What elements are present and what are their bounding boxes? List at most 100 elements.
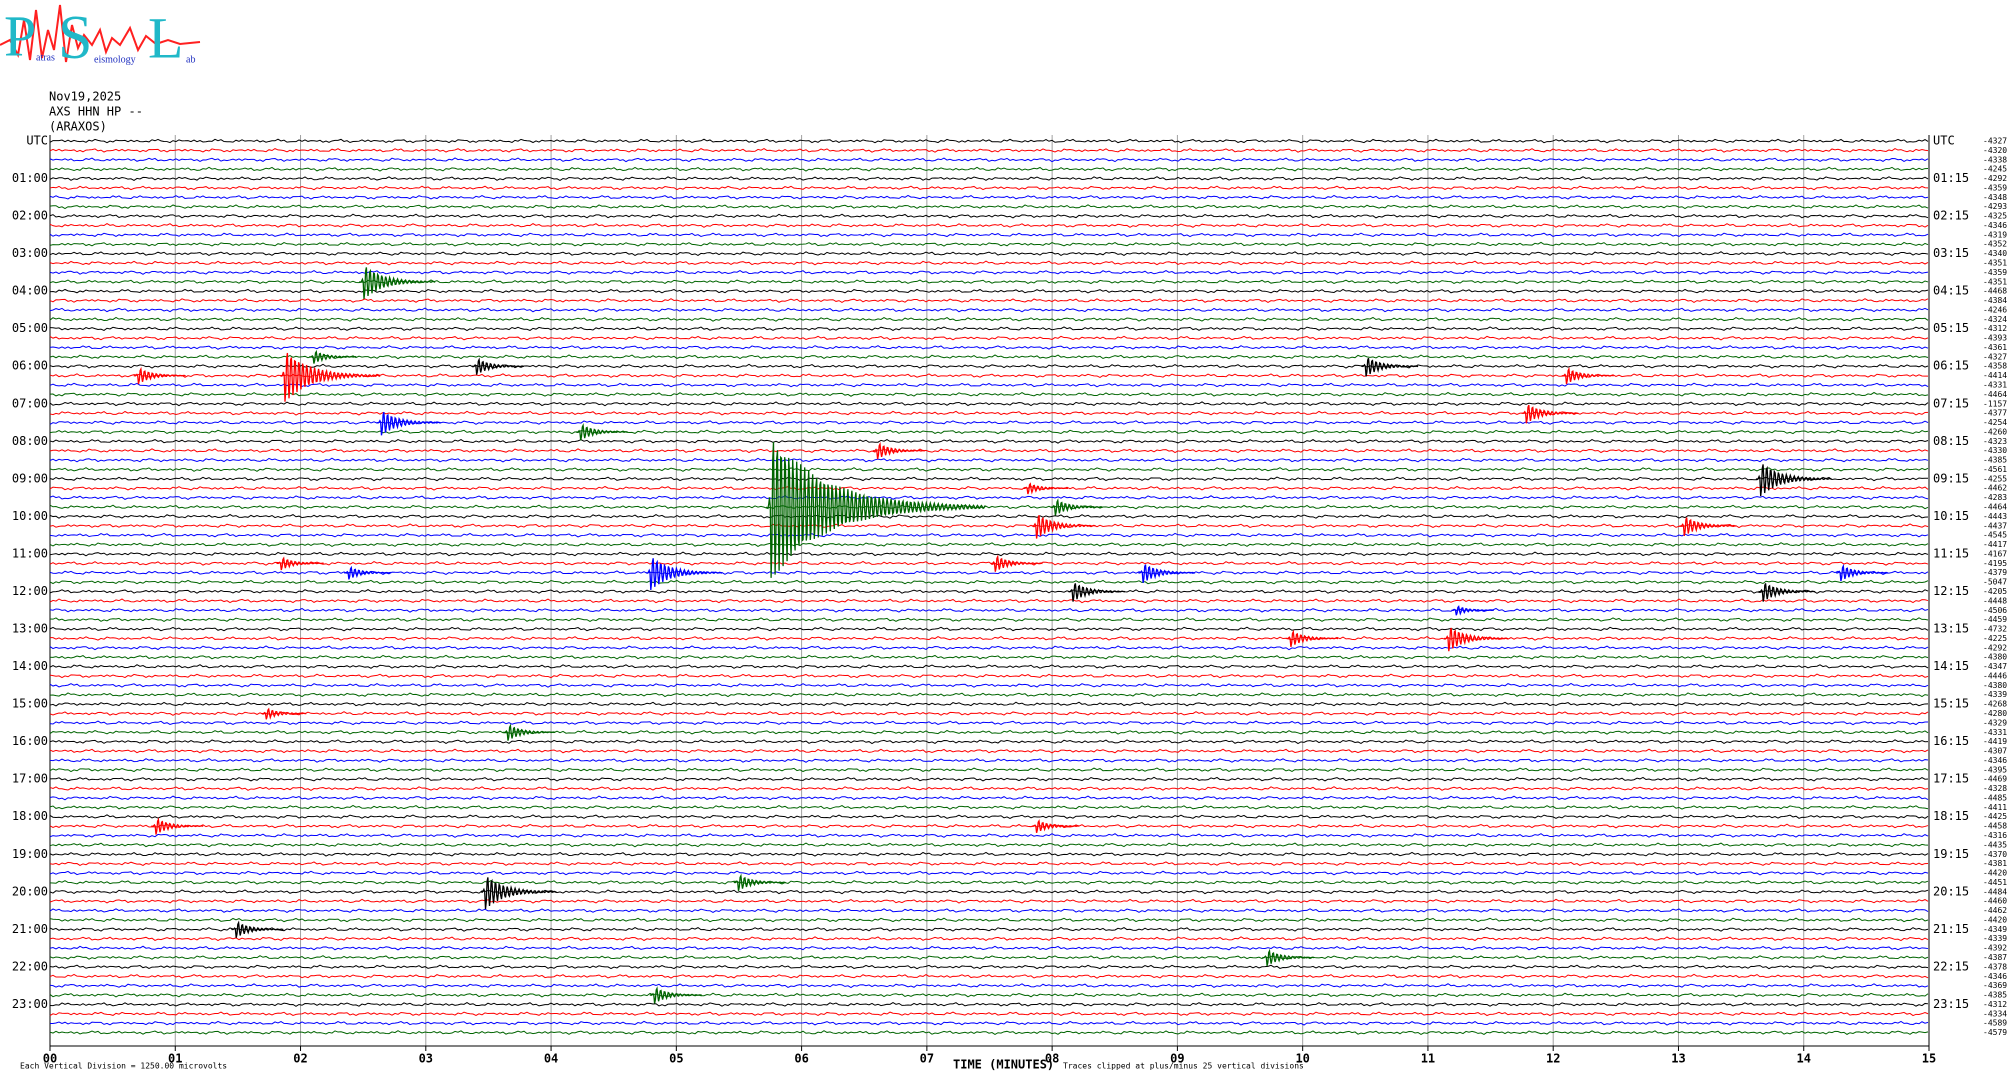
right-time-label: UTC xyxy=(1933,134,1955,148)
seismic-event xyxy=(765,442,986,578)
x-tick-label: 05 xyxy=(669,1052,683,1066)
x-axis-title: TIME (MINUTES) xyxy=(953,1058,1054,1072)
x-tick-label: 06 xyxy=(794,1052,808,1066)
left-time-label: 04:00 xyxy=(12,284,48,298)
offset-label: -1157 xyxy=(1983,399,2007,408)
trace xyxy=(49,438,1929,444)
offset-label: -4260 xyxy=(1983,427,2007,436)
trace xyxy=(49,758,1929,763)
trace xyxy=(49,363,1929,369)
offset-label: -4339 xyxy=(1983,934,2007,943)
left-time-label: UTC xyxy=(26,134,48,148)
offset-label: -4316 xyxy=(1983,831,2007,840)
left-time-label: 05:00 xyxy=(12,321,48,335)
right-time-label: 03:15 xyxy=(1933,246,1969,260)
offset-label: -4458 xyxy=(1983,822,2007,831)
offset-label: -4484 xyxy=(1983,887,2007,896)
left-time-label: 10:00 xyxy=(12,509,48,523)
trace xyxy=(49,523,1929,529)
logo-letter: P xyxy=(4,3,36,68)
trace xyxy=(49,391,1929,397)
x-tick-label: 03 xyxy=(419,1052,433,1066)
trace xyxy=(49,926,1929,932)
right-time-label: 14:15 xyxy=(1933,659,1969,673)
offset-label: -4379 xyxy=(1983,568,2007,577)
offset-label: -4437 xyxy=(1983,521,2007,530)
seismic-event xyxy=(376,411,441,436)
offset-label: -4459 xyxy=(1983,615,2007,624)
left-time-label: 21:00 xyxy=(12,922,48,936)
trace xyxy=(49,673,1929,679)
trace xyxy=(49,204,1929,210)
offset-label: -4380 xyxy=(1983,681,2007,690)
trace xyxy=(49,645,1929,651)
seismic-event xyxy=(1286,629,1339,647)
right-time-label: 04:15 xyxy=(1933,284,1969,298)
trace xyxy=(49,307,1929,313)
trace xyxy=(49,1011,1929,1017)
trace xyxy=(49,316,1929,322)
trace xyxy=(49,1030,1929,1036)
offset-label: -4420 xyxy=(1983,915,2007,924)
trace xyxy=(49,269,1929,275)
trace xyxy=(49,148,1929,153)
right-time-label: 06:15 xyxy=(1933,359,1969,373)
seismic-event xyxy=(480,877,557,910)
seismic-event xyxy=(279,352,381,402)
x-tick-label: 12 xyxy=(1546,1052,1560,1066)
offset-label: -4205 xyxy=(1983,587,2007,596)
offset-label: -4225 xyxy=(1983,634,2007,643)
trace xyxy=(49,729,1929,735)
offset-label: -4561 xyxy=(1983,465,2007,474)
right-time-label: 12:15 xyxy=(1933,584,1969,598)
seismic-event xyxy=(276,556,324,571)
left-time-label: 09:00 xyxy=(12,471,48,485)
offset-label: -4425 xyxy=(1983,812,2007,821)
trace xyxy=(49,551,1929,557)
right-time-label: 01:15 xyxy=(1933,171,1969,185)
offset-label: -4451 xyxy=(1983,878,2007,887)
offset-label: -4339 xyxy=(1983,690,2007,699)
left-time-label: 20:00 xyxy=(12,884,48,898)
trace xyxy=(49,326,1929,332)
trace xyxy=(49,232,1929,238)
seismic-event xyxy=(1561,366,1614,385)
x-tick-label: 11 xyxy=(1421,1052,1435,1066)
trace xyxy=(49,457,1929,463)
offset-label: -4331 xyxy=(1983,381,2007,390)
offset-label: -4324 xyxy=(1983,315,2007,324)
offset-label: -4485 xyxy=(1983,793,2007,802)
logo: P S L atras eismology ab xyxy=(0,3,201,72)
trace xyxy=(49,898,1929,904)
offset-label: -4464 xyxy=(1983,503,2007,512)
offset-label: -4327 xyxy=(1983,352,2007,361)
right-time-label: 22:15 xyxy=(1933,959,1969,973)
offset-label: -4352 xyxy=(1983,240,2007,249)
right-time-label: 18:15 xyxy=(1933,809,1969,823)
trace xyxy=(49,401,1929,407)
right-time-label: 21:15 xyxy=(1933,922,1969,936)
trace xyxy=(49,335,1929,341)
trace xyxy=(49,776,1929,782)
trace xyxy=(49,279,1929,285)
x-tick-label: 08 xyxy=(1045,1052,1059,1066)
offset-label: -4361 xyxy=(1983,343,2007,352)
offset-label: -4347 xyxy=(1983,662,2007,671)
trace xyxy=(49,288,1929,294)
trace xyxy=(49,654,1929,660)
offset-label: -4312 xyxy=(1983,1000,2007,1009)
trace xyxy=(49,635,1929,641)
x-tick-label: 00 xyxy=(43,1052,57,1066)
x-tick-label: 13 xyxy=(1671,1052,1685,1066)
offset-label: -4448 xyxy=(1983,596,2007,605)
offset-label: -4545 xyxy=(1983,531,2007,540)
offset-label: -4349 xyxy=(1983,925,2007,934)
offset-label: -4338 xyxy=(1983,155,2007,164)
offset-label: -4460 xyxy=(1983,897,2007,906)
seismic-event xyxy=(872,441,925,460)
seismic-event xyxy=(309,349,357,364)
offset-label: -4340 xyxy=(1983,249,2007,258)
right-time-label: 05:15 xyxy=(1933,321,1969,335)
offset-label: -4331 xyxy=(1983,728,2007,737)
seismic-event xyxy=(1361,357,1419,377)
